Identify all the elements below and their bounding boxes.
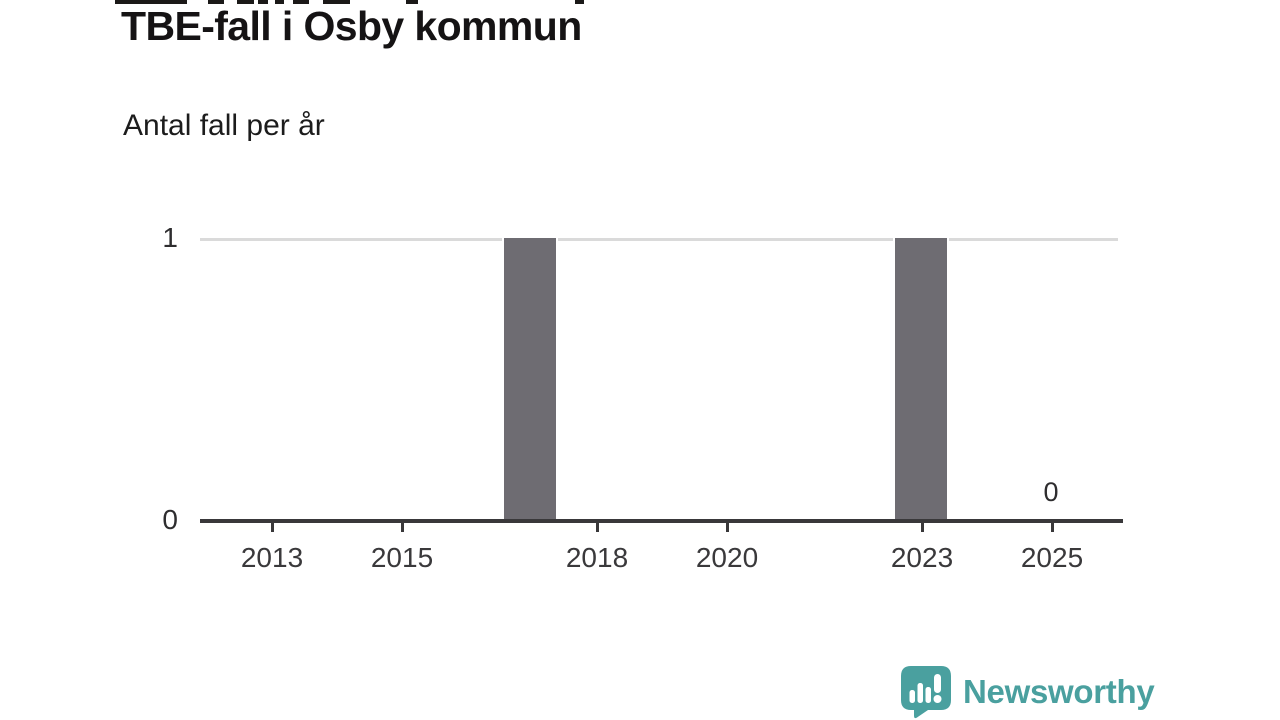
newsworthy-logo-icon — [901, 666, 951, 719]
x-tick-mark-2015 — [401, 523, 404, 532]
x-tick-label-2025: 2025 — [1020, 542, 1084, 573]
x-tick-label-2023: 2023 — [890, 542, 954, 573]
artifact-segment — [237, 0, 254, 4]
y-tick-label-1: 1 — [162, 222, 178, 253]
y-tick-label-0: 0 — [162, 504, 178, 535]
x-tick-mark-2023 — [921, 523, 924, 532]
artifact-segment — [406, 0, 418, 4]
brand-footer: Newsworthy — [898, 665, 1155, 719]
bar-2017 — [502, 238, 558, 519]
x-tick-mark-2020 — [726, 523, 729, 532]
x-tick-label-2013: 2013 — [240, 542, 304, 573]
x-tick-mark-2013 — [271, 523, 274, 532]
last-value-label: 0 — [1043, 477, 1059, 507]
x-tick-label-2018: 2018 — [565, 542, 629, 573]
artifact-segment — [258, 0, 268, 4]
artifact-segment — [115, 0, 187, 4]
gridline-value-1 — [200, 238, 1118, 241]
x-tick-label-2015: 2015 — [370, 542, 434, 573]
artifact-segment — [575, 0, 584, 4]
artifact-segment — [208, 0, 224, 4]
artifact-segment — [323, 0, 350, 4]
brand-name: Newsworthy — [963, 673, 1155, 710]
x-tick-label-2020: 2020 — [695, 542, 759, 573]
x-tick-mark-2018 — [596, 523, 599, 532]
artifact-segment — [275, 0, 284, 4]
chart-title: TBE-fall i Osby kommun — [121, 3, 582, 49]
chart-subtitle: Antal fall per år — [123, 109, 325, 142]
bar-2023 — [893, 238, 949, 519]
x-tick-mark-2025 — [1051, 523, 1054, 532]
x-axis-line — [200, 519, 1123, 523]
artifact-segment — [293, 0, 309, 4]
